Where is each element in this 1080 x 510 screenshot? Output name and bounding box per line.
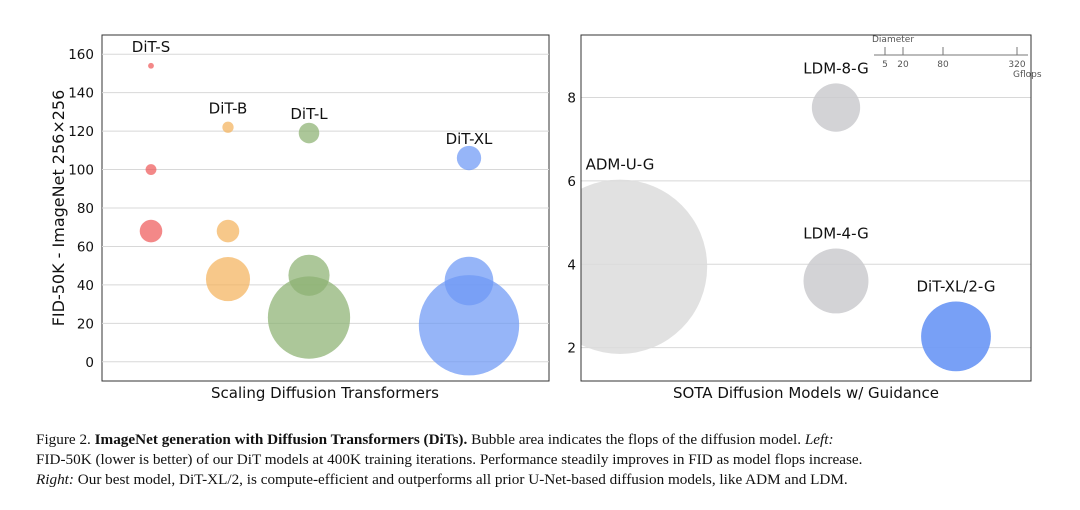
caption-text-1: Bubble area indicates the flops of the d… (471, 431, 802, 448)
right-y-tick-label: 4 (567, 257, 576, 273)
left-y-tick-label: 0 (85, 355, 94, 371)
caption-figure-label: Figure 2. (36, 431, 91, 448)
left-series-labels: DiT-S DiT-B DiT-L DiT-XL (132, 38, 493, 148)
size-legend: Diameter 5 20 80 320 Gflops (872, 35, 1042, 80)
point-label-adm-u-g: ADM-U-G (586, 156, 655, 174)
caption-line-1: Figure 2. ImageNet generation with Diffu… (36, 430, 1046, 450)
bubble-dit-s-0 (148, 62, 154, 69)
size-legend-tick-label: 320 (1008, 60, 1025, 70)
caption-line-3: Right: Our best model, DiT-XL/2, is comp… (36, 470, 1046, 490)
caption-bold-title: ImageNet generation with Diffusion Trans… (94, 431, 468, 448)
left-y-tick-label: 40 (77, 278, 94, 294)
size-legend-ticks: 5 20 80 320 (882, 47, 1026, 70)
series-label-dit-l: DiT-L (290, 105, 328, 123)
bubble-dit-b-2 (205, 257, 251, 302)
bubble-dit-s-2 (139, 219, 163, 243)
left-y-tick-label: 160 (68, 47, 94, 63)
caption-right-tag: Right: (36, 471, 74, 488)
right-bubbles (581, 83, 991, 372)
bubble-dit-b-0 (222, 121, 234, 133)
left-bubbles (139, 62, 520, 376)
right-y-ticks: 2 4 6 8 (567, 91, 576, 357)
bubble-dit-s-1 (145, 164, 157, 175)
bubble-dit-xl-2 (418, 275, 520, 376)
right-panel: 2 4 6 8 ADM-U-G LDM-8-G LDM-4-G DiT-XL/2-G SOT… (567, 34, 1042, 402)
left-chart-title: Scaling Diffusion Transformers (211, 384, 439, 402)
caption-text-3: Our best model, DiT-XL/2, is compute-eff… (77, 471, 848, 488)
series-label-dit-s: DiT-S (132, 38, 170, 56)
left-y-tick-label: 80 (77, 201, 94, 217)
size-legend-tick-label: 5 (882, 60, 888, 70)
point-label-dit-xl-2-g: DiT-XL/2-G (917, 277, 996, 295)
point-label-ldm-8-g: LDM-8-G (803, 59, 868, 77)
bubble-dit-l-0 (298, 122, 320, 144)
left-y-tick-label: 120 (68, 124, 94, 140)
bubble-dit-xl-0 (456, 145, 482, 171)
bubble-dit-xl-2-g (921, 301, 991, 372)
bubble-ldm-4-g (803, 248, 869, 314)
right-plot-frame (580, 34, 1032, 382)
figure-caption: Figure 2. ImageNet generation with Diffu… (36, 430, 1046, 490)
bubble-dit-l-2 (267, 276, 351, 359)
caption-line-2: FID-50K (lower is better) of our DiT mod… (36, 451, 863, 468)
size-legend-title: Diameter (872, 35, 914, 45)
caption-left-tag: Left: (804, 431, 834, 448)
bubble-ldm-8-g (811, 83, 861, 132)
right-y-tick-label: 2 (567, 341, 576, 357)
right-chart-title: SOTA Diffusion Models w/ Guidance (673, 384, 939, 402)
right-point-labels: ADM-U-G LDM-8-G LDM-4-G DiT-XL/2-G (586, 59, 996, 295)
left-y-ticks: 0 20 40 60 80 100 120 140 160 (68, 47, 94, 371)
left-y-tick-label: 60 (77, 239, 94, 255)
bubble-dit-b-1 (216, 219, 240, 243)
left-y-tick-label: 100 (68, 163, 94, 179)
size-legend-tick-label: 80 (937, 60, 949, 70)
bubble-adm-u-g (581, 179, 708, 354)
size-legend-unit: Gflops (1013, 70, 1042, 80)
series-label-dit-xl: DiT-XL (446, 130, 493, 148)
left-y-tick-label: 140 (68, 86, 94, 102)
right-y-tick-label: 6 (567, 174, 576, 190)
right-y-tick-label: 8 (567, 91, 576, 107)
series-label-dit-b: DiT-B (209, 99, 248, 117)
left-y-tick-label: 20 (77, 316, 94, 332)
left-y-axis-label: FID-50K - ImageNet 256×256 (49, 90, 68, 327)
point-label-ldm-4-g: LDM-4-G (803, 224, 868, 242)
size-legend-tick-label: 20 (897, 60, 909, 70)
